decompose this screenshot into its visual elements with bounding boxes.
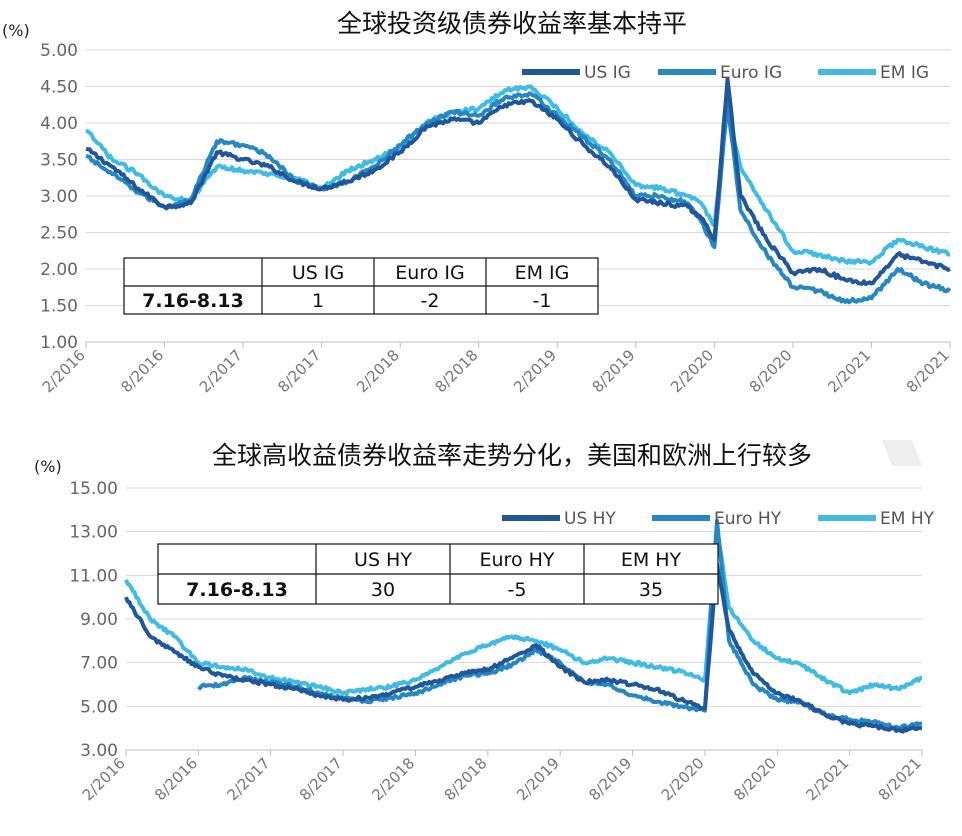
chart1-y-tick-label: 1.00 (40, 333, 78, 353)
chart2-table-value-cell: -5 (508, 579, 527, 601)
chart2-y-tick-label: 7.00 (80, 654, 118, 674)
chart1-summary-table: 7.16-8.13 US IG 1 Euro IG -2 EM IG -1 (123, 257, 599, 315)
chart1-series-line-euro-ig (85, 91, 952, 305)
chart2-table-header-cell: Euro HY (480, 549, 555, 571)
title-decoration-shape (882, 440, 922, 466)
chart1-table-period-cell: 7.16-8.13 (142, 290, 244, 312)
chart2-legend-label: EM HY (880, 509, 935, 529)
chart1-table-header-cell: US IG (292, 262, 344, 284)
chart2-unit-label: (%) (34, 457, 62, 476)
chart1-y-tick-label: 3.00 (40, 187, 78, 207)
chart2-series-line-em-hy (124, 525, 923, 697)
chart1-y-tick-label: 2.50 (40, 224, 78, 244)
chart1-y-tick-label: 3.50 (40, 151, 78, 171)
chart1-table-value-cell: 1 (312, 290, 324, 312)
chart2-title: 全球高收益债券收益率走势分化，美国和欧洲上行较多 (212, 441, 812, 470)
chart1-legend-label: Euro IG (720, 63, 782, 83)
chart2-y-tick-label: 9.00 (80, 610, 118, 630)
chart1-legend-label: US IG (584, 63, 631, 83)
chart2-table-header-cell: EM HY (621, 549, 682, 571)
chart2-y-tick-label: 11.00 (69, 566, 118, 586)
chart2-table-value-cell: 30 (371, 579, 395, 601)
chart2-table-header-cell: US HY (354, 549, 412, 571)
chart1-series-line-em-ig (84, 84, 951, 266)
chart1-table-value-cell: -1 (533, 290, 552, 312)
chart2-y-tick-label: 13.00 (69, 523, 118, 543)
chart2-y-tick-label: 3.00 (80, 741, 118, 761)
chart1-series-line-us-ig (85, 77, 951, 287)
chart2-table-period-cell: 7.16-8.13 (186, 579, 288, 601)
chart1-y-tick-label: 1.50 (40, 297, 78, 317)
chart1-title: 全球投资级债券收益率基本持平 (337, 9, 687, 38)
chart1-y-tick-label: 4.00 (40, 114, 78, 134)
chart1-y-tick-label: 2.00 (40, 260, 78, 280)
chart2-summary-table: 7.16-8.13 US HY 30 Euro HY -5 EM HY 35 (157, 543, 719, 605)
chart1-table-value-cell: -2 (421, 290, 440, 312)
chart1-y-tick-label: 4.50 (40, 78, 78, 98)
chart2-table-value-cell: 35 (639, 579, 663, 601)
chart1-legend-label: EM IG (880, 63, 929, 83)
chart2-legend-label: US HY (564, 509, 616, 529)
chart1-table-header-cell: Euro IG (395, 262, 464, 284)
chart1-table-header-cell: EM IG (515, 262, 570, 284)
chart2-legend-label: Euro HY (714, 509, 782, 529)
chart1-y-tick-label: 5.00 (40, 41, 78, 61)
chart2-series-line-us-hy (124, 562, 923, 734)
chart1-unit-label: (%) (2, 21, 30, 40)
chart2-y-tick-label: 5.00 (80, 697, 118, 717)
chart2-y-tick-label: 15.00 (69, 479, 118, 499)
